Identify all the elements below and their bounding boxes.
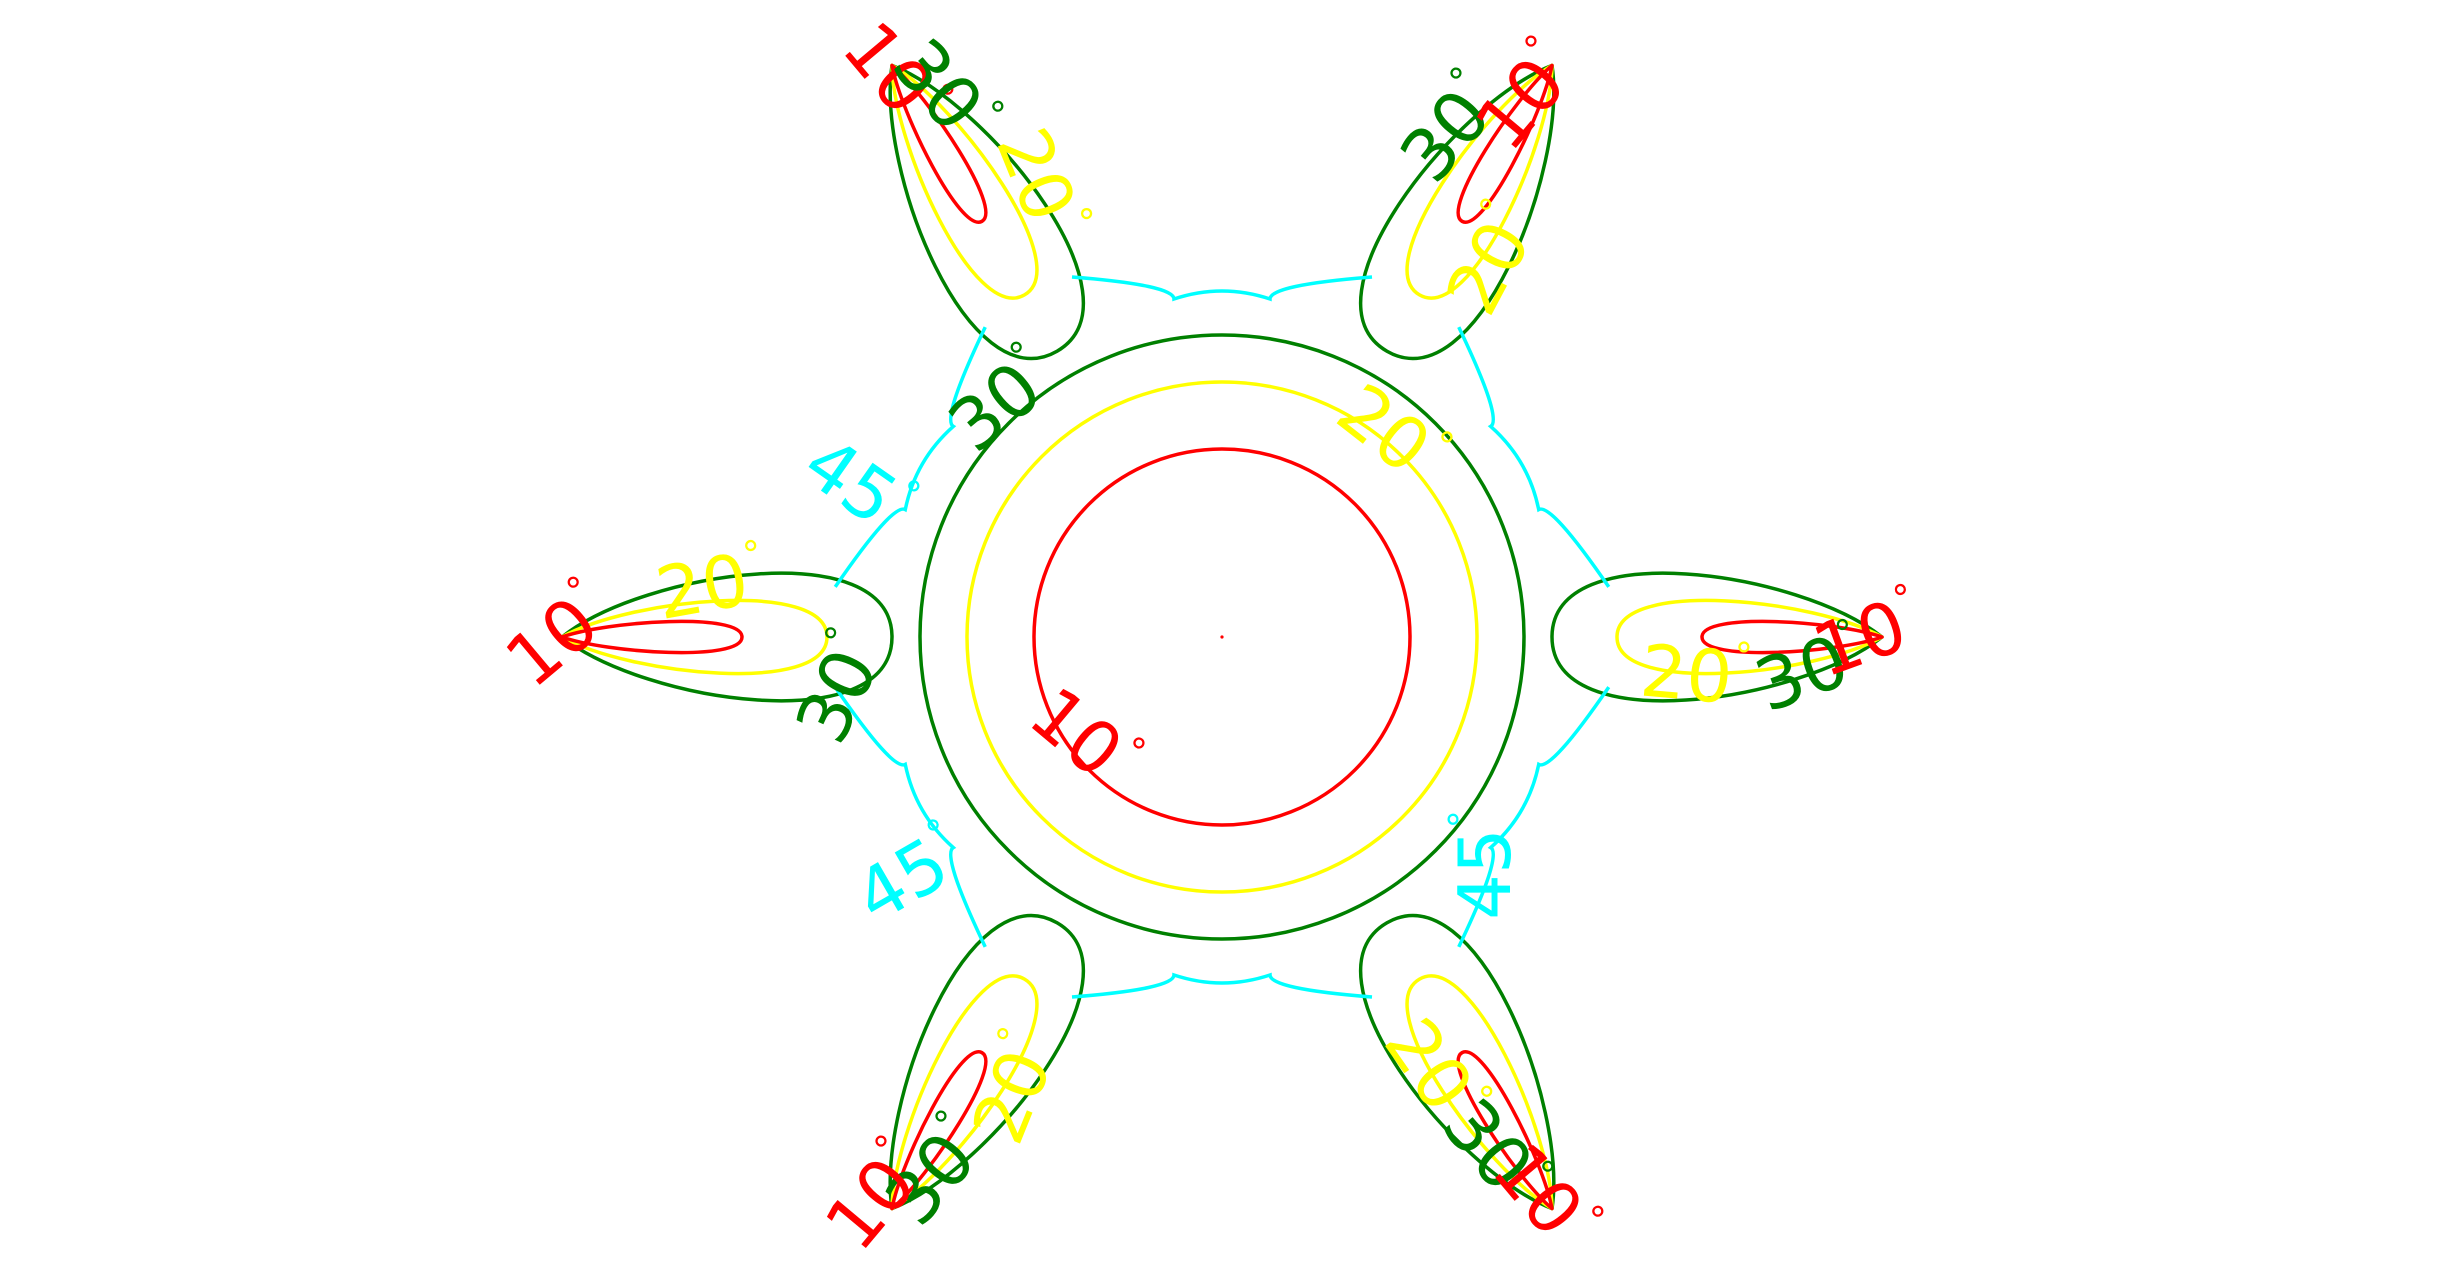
lobe-contour-20 (890, 63, 1039, 300)
contour-45-arc (1457, 686, 1611, 948)
contour-label-10: 10° (489, 568, 627, 703)
contour-label-10: 10° (1015, 670, 1153, 805)
contour-label-20: 20° (981, 116, 1100, 249)
gap-contour-45-330 (1457, 686, 1611, 948)
center-point (1220, 635, 1224, 639)
lobe-120 (888, 63, 1085, 361)
lobe-0 (1550, 571, 1884, 703)
lobe-300 (1359, 913, 1556, 1211)
gap-contour-45-270 (1071, 972, 1373, 999)
contour-45-arc (833, 686, 987, 948)
lobe-contour-10 (1456, 63, 1554, 224)
contour-label-20: 20° (1322, 366, 1460, 500)
lobe-contour-30 (888, 913, 1085, 1211)
contour-label-20: 20° (1429, 191, 1555, 327)
lobe-contour-30 (1359, 913, 1556, 1211)
contour-label-45: 45° (841, 811, 978, 939)
lobe-contour-10 (890, 1050, 988, 1211)
lobe-contour-10 (890, 63, 988, 224)
lobe-contour-10 (1456, 1050, 1554, 1211)
gap-contour-45-210 (833, 686, 987, 948)
lobe-180 (560, 571, 894, 703)
lobe-contour-20 (560, 598, 829, 676)
lobe-contour-30 (560, 571, 894, 703)
gap-contour-45-30 (1457, 326, 1611, 588)
lobe-contour-20 (1405, 63, 1554, 300)
central-contour-30 (918, 333, 1526, 941)
central-contour-10 (1032, 447, 1412, 827)
gap-contour-45-150 (833, 326, 987, 588)
contour-label-45: 45° (789, 419, 927, 551)
lobe-contour-20 (890, 974, 1039, 1211)
lobe-contour-20 (1405, 974, 1554, 1211)
lobe-contour-10 (560, 619, 744, 655)
contour-lines (560, 63, 1884, 1211)
contour-label-20: 20° (955, 1021, 1074, 1154)
contour-label-20: 20° (650, 533, 773, 635)
lobe-contour-30 (1359, 63, 1556, 361)
contour-45-arc (1457, 326, 1611, 588)
contour-label-20: 20° (1637, 627, 1754, 721)
lobe-60 (1359, 63, 1556, 361)
contour-label-45: 45° (1442, 810, 1527, 920)
lobe-contour-10 (1700, 619, 1884, 655)
lobe-240 (888, 913, 1085, 1211)
contour-label-30: 30° (778, 620, 901, 755)
gap-contour-45-90 (1071, 275, 1373, 302)
contour-45-arc (1071, 275, 1373, 302)
lobe-contour-20 (1615, 598, 1884, 676)
contour-45-arc (1071, 972, 1373, 999)
lobe-contour-30 (1550, 571, 1884, 703)
central-contour-20 (965, 380, 1479, 894)
contour-45-arc (833, 326, 987, 588)
lobe-contour-30 (888, 63, 1085, 361)
contour-labels: 10°20°30°45°45° 45°10° 20°30° 20°30°10°30°1… (489, 5, 1919, 1265)
